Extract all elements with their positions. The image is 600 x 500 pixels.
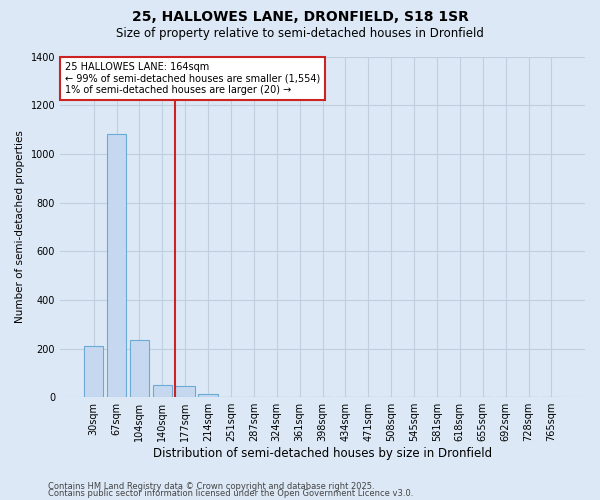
Text: 25, HALLOWES LANE, DRONFIELD, S18 1SR: 25, HALLOWES LANE, DRONFIELD, S18 1SR [131, 10, 469, 24]
Text: 25 HALLOWES LANE: 164sqm
← 99% of semi-detached houses are smaller (1,554)
1% of: 25 HALLOWES LANE: 164sqm ← 99% of semi-d… [65, 62, 320, 95]
X-axis label: Distribution of semi-detached houses by size in Dronfield: Distribution of semi-detached houses by … [153, 447, 492, 460]
Y-axis label: Number of semi-detached properties: Number of semi-detached properties [15, 130, 25, 324]
Bar [107, 134, 126, 397]
Bar [199, 394, 218, 397]
Bar [84, 346, 103, 397]
Text: Size of property relative to semi-detached houses in Dronfield: Size of property relative to semi-detach… [116, 28, 484, 40]
Text: Contains public sector information licensed under the Open Government Licence v3: Contains public sector information licen… [48, 489, 413, 498]
Bar [175, 386, 195, 397]
Bar [152, 385, 172, 397]
Text: Contains HM Land Registry data © Crown copyright and database right 2025.: Contains HM Land Registry data © Crown c… [48, 482, 374, 491]
Bar [130, 340, 149, 397]
